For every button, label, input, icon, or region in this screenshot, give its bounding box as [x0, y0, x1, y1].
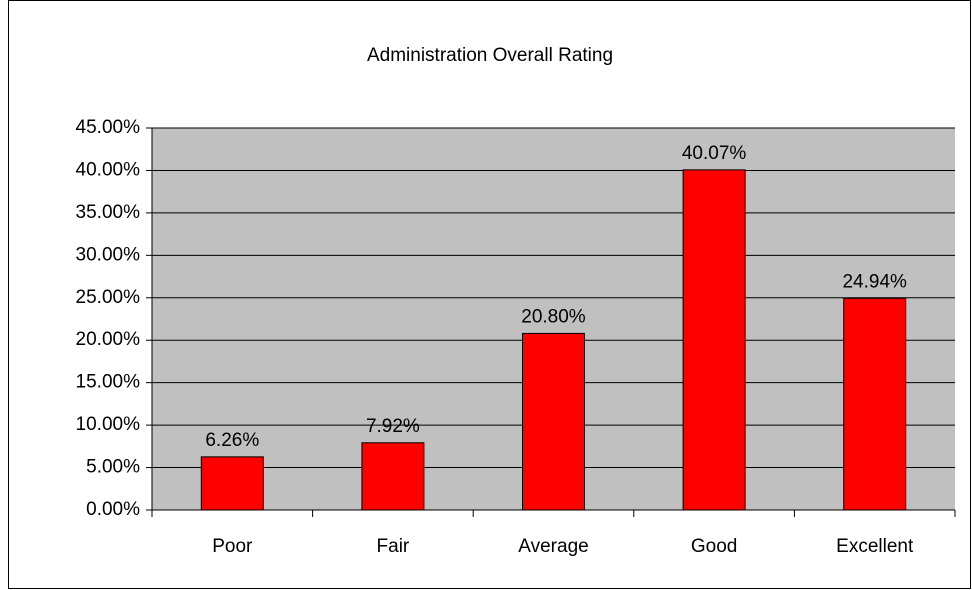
x-tick-label: Fair — [377, 536, 410, 557]
bar — [361, 442, 425, 511]
y-tick-label: 5.00% — [86, 457, 140, 478]
value-label: 6.26% — [205, 430, 259, 451]
y-tick-label: 45.00% — [76, 117, 141, 138]
y-tick-label: 0.00% — [86, 499, 140, 520]
y-tick-label: 35.00% — [76, 202, 141, 223]
x-tick-label: Excellent — [836, 536, 914, 557]
bar — [843, 297, 907, 511]
chart-title: Administration Overall Rating — [367, 45, 613, 66]
y-tick-label: 10.00% — [76, 414, 141, 435]
bar — [682, 169, 746, 511]
value-label: 7.92% — [366, 416, 420, 437]
y-tick-label: 40.00% — [76, 159, 141, 180]
y-tick-label: 30.00% — [76, 244, 141, 265]
value-label: 40.07% — [682, 143, 747, 164]
y-tick-label: 25.00% — [76, 287, 141, 308]
y-tick-label: 20.00% — [76, 329, 141, 350]
bar — [522, 332, 585, 511]
x-tick-label: Average — [518, 536, 588, 557]
bar — [200, 456, 264, 511]
y-tick-label: 15.00% — [76, 372, 141, 393]
x-tick-label: Good — [691, 536, 737, 557]
value-label: 24.94% — [842, 271, 907, 292]
value-label: 20.80% — [521, 306, 586, 327]
x-tick-label: Poor — [212, 536, 253, 557]
